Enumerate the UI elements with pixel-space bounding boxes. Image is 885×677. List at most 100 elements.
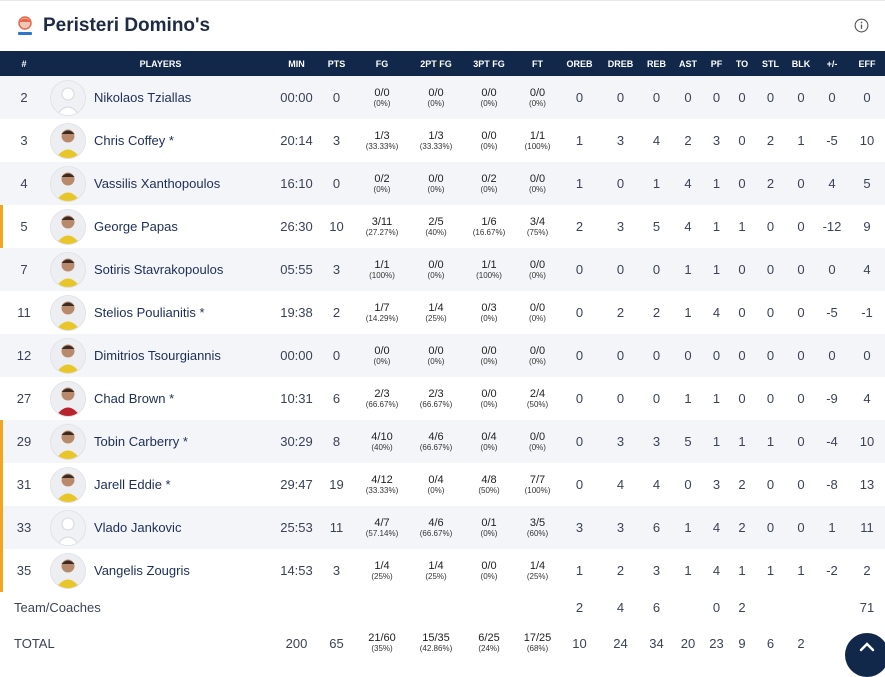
col-header-ast[interactable]: AST (679, 58, 697, 69)
stat-ast: 0 (684, 348, 692, 363)
total-pts: 65 (329, 635, 344, 651)
total-ft-made: 17/25 (523, 632, 552, 644)
stat-ft-pct: (0%) (529, 313, 546, 323)
stat-plus-minus: 0 (828, 90, 836, 105)
stat-2pt: 1/3 (33.33%) (411, 119, 461, 162)
stat-plus-minus: -9 (826, 391, 838, 406)
col-header-blk[interactable]: BLK (791, 58, 811, 69)
player-row[interactable]: 7 Sotiris Stavrakopoulos 05:55 3 1/1 (100%) 0/… (0, 248, 885, 291)
stat-ft-pct: (60%) (526, 528, 549, 538)
col-header-players[interactable]: PLAYERS (139, 58, 182, 69)
player-name-link[interactable]: Chad Brown * (94, 391, 175, 406)
jersey-number: 7 (20, 262, 28, 277)
stat-reb: 2 (652, 305, 661, 320)
team-stl (754, 592, 787, 622)
player-avatar (50, 122, 86, 159)
team-coaches-row: Team/Coaches 2 4 6 0 2 71 (0, 592, 885, 622)
player-name-link[interactable]: Nikolaos Tziallas (94, 90, 192, 105)
player-row[interactable]: 4 Vassilis Xanthopoulos 16:10 0 0/2 (0%) 0/0 (0… (0, 162, 885, 205)
stat-min: 30:29 (280, 434, 313, 449)
jersey-number: 29 (0, 420, 48, 463)
stat-blk: 0 (797, 219, 805, 234)
stat-3pt: 1/6 (16.67%) (461, 205, 517, 248)
stat-2pt-made: 1/4 (428, 559, 444, 572)
player-row[interactable]: 27 Chad Brown * 10:31 6 2/3 (66.67%) 2/3 (66.67… (0, 377, 885, 420)
stat-ft-made: 0/0 (529, 258, 546, 271)
stat-reb: 3 (652, 434, 661, 449)
scroll-to-top-button[interactable] (845, 633, 885, 677)
player-row[interactable]: 3 Chris Coffey * 20:14 3 1/3 (33.33%) 1/3 (33.3… (0, 119, 885, 162)
stat-3pt-made: 0/0 (481, 559, 497, 572)
col-header-pts[interactable]: PTS (327, 58, 346, 69)
col-header-stl[interactable]: STL (762, 58, 779, 69)
stat-ft-pct: (0%) (529, 356, 546, 366)
player-row[interactable]: 31 Jarell Eddie * 29:47 19 4/12 (33.33%) 0/4 (0… (0, 463, 885, 506)
stat-reb: 0 (652, 391, 661, 406)
stat-reb: 6 (652, 520, 661, 535)
stat-3pt: 0/2 (0%) (461, 162, 517, 205)
player-name-link[interactable]: Vangelis Zougris (94, 563, 190, 578)
stat-ft: 0/0 (0%) (517, 76, 558, 119)
col-header-pf[interactable]: PF (710, 58, 723, 69)
stat-stl: 0 (766, 391, 775, 406)
player-row[interactable]: 11 Stelios Poulianitis * 19:38 2 1/7 (14.29%)… (0, 291, 885, 334)
col-header-to[interactable]: TO (735, 58, 749, 69)
stat-eff: 9 (863, 219, 871, 234)
player-cell: Jarell Eddie * (48, 463, 273, 506)
player-row[interactable]: 35 Vangelis Zougris 14:53 3 1/4 (25%) 1/4 (25%)… (0, 549, 885, 592)
col-header-ft[interactable]: FT (532, 58, 543, 69)
player-row[interactable]: 5 George Papas 26:30 10 3/11 (27.27%) 2/5 (40%)… (0, 205, 885, 248)
player-name-link[interactable]: Sotiris Stavrakopoulos (94, 262, 224, 277)
player-name-link[interactable]: Vlado Jankovic (94, 520, 182, 535)
stat-dreb: 2 (616, 563, 625, 578)
player-name-link[interactable]: Chris Coffey * (94, 133, 174, 148)
player-cell: George Papas (48, 205, 273, 248)
player-row[interactable]: 29 Tobin Carberry * 30:29 8 4/10 (40%) 4/6 (66.… (0, 420, 885, 463)
col-header-oreb[interactable]: OREB (566, 58, 593, 69)
stat-eff: 10 (859, 434, 875, 449)
col-header-number[interactable]: # (21, 58, 27, 69)
stat-ft-made: 2/4 (529, 387, 546, 400)
col-header-fg[interactable]: FG (375, 58, 389, 69)
col-header-plus-minus[interactable]: +/- (826, 58, 838, 69)
player-name-link[interactable]: Stelios Poulianitis * (94, 305, 205, 320)
stat-3pt-made: 0/3 (481, 301, 497, 314)
stat-oreb: 1 (575, 563, 584, 578)
col-header-3pt-fg[interactable]: 3PT FG (473, 58, 505, 69)
jersey-number: 31 (0, 463, 48, 506)
col-header-reb[interactable]: REB (646, 58, 666, 69)
player-cell: Nikolaos Tziallas (48, 76, 273, 119)
stat-ast: 1 (684, 305, 692, 320)
stat-fg-pct: (0%) (373, 184, 391, 194)
stat-2pt: 4/6 (66.67%) (411, 420, 461, 463)
col-header-min[interactable]: MIN (288, 58, 305, 69)
player-row[interactable]: 33 Vlado Jankovic 25:53 11 4/7 (57.14%) 4/6 (66… (0, 506, 885, 549)
player-name-link[interactable]: George Papas (94, 219, 178, 234)
player-cell: Vangelis Zougris (48, 549, 273, 592)
col-header-dreb[interactable]: DREB (607, 58, 634, 69)
player-name-link[interactable]: Vassilis Xanthopoulos (94, 176, 221, 191)
stat-3pt-made: 0/1 (481, 516, 497, 529)
stat-3pt: 0/4 (0%) (461, 420, 517, 463)
stat-pf: 1 (712, 262, 721, 277)
player-row[interactable]: 12 Dimitrios Tsourgiannis 00:00 0 0/0 (0%) 0/0… (0, 334, 885, 377)
stat-2pt-pct: (0%) (427, 98, 445, 108)
player-name-link[interactable]: Dimitrios Tsourgiannis (94, 348, 221, 363)
player-name-link[interactable]: Tobin Carberry * (94, 434, 188, 449)
total-blk: 2 (797, 635, 805, 651)
total-min: 200 (285, 635, 308, 651)
stat-ast: 1 (684, 262, 692, 277)
stat-fg-made: 2/3 (374, 387, 390, 400)
stat-2pt-made: 4/6 (428, 516, 444, 529)
team-name: Peristeri Domino's (43, 15, 211, 36)
stat-pts: 11 (329, 520, 344, 535)
stat-plus-minus: 1 (828, 520, 836, 535)
stat-min: 14:53 (280, 563, 313, 578)
total-ft-pct: (68%) (526, 644, 549, 653)
stat-stl: 0 (766, 262, 775, 277)
col-header-eff[interactable]: EFF (858, 58, 876, 69)
player-name-link[interactable]: Jarell Eddie * (94, 477, 171, 492)
player-row[interactable]: 2 Nikolaos Tziallas 00:00 0 0/0 (0%) 0/0 (0%) 0/… (0, 76, 885, 119)
info-icon[interactable] (854, 18, 869, 33)
col-header-2pt-fg[interactable]: 2PT FG (420, 58, 452, 69)
